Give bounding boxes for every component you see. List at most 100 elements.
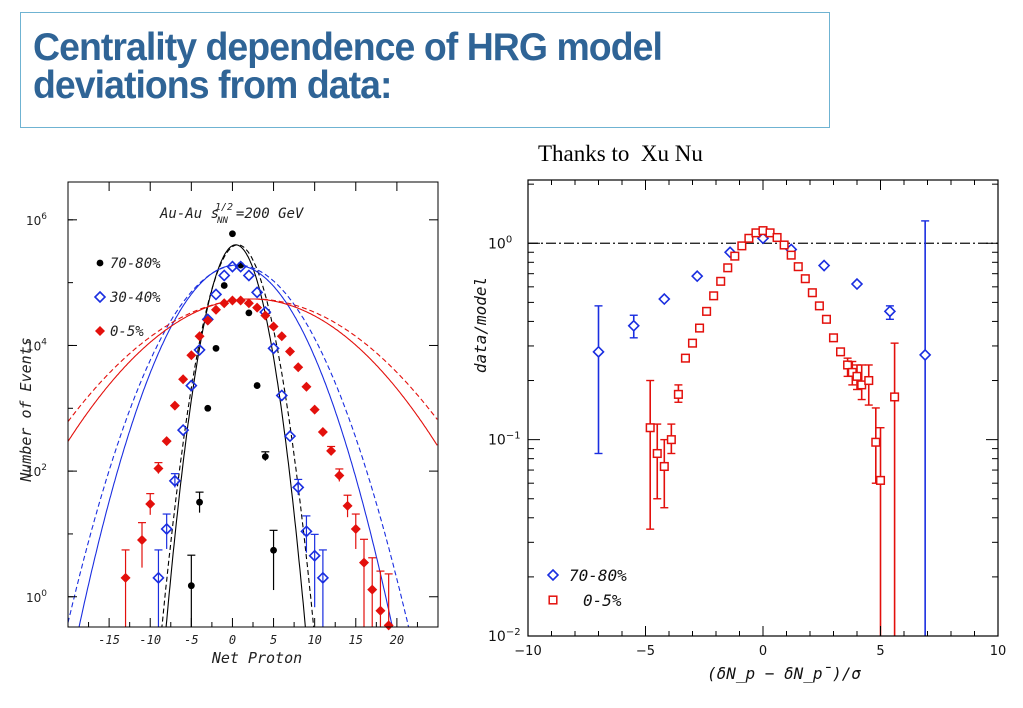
ratio-marker-bg-1-27 xyxy=(836,347,845,356)
data-point-1-16 xyxy=(283,430,297,443)
fit-curve-0-dashed xyxy=(161,244,315,627)
data-points xyxy=(120,230,394,631)
x-tick-label: 0 xyxy=(229,633,236,647)
ratio-point-1-30 xyxy=(852,371,862,381)
ratio-point-1-2 xyxy=(659,461,669,472)
ratio-marker-bg-1-17 xyxy=(766,228,775,237)
ratio-marker-bg-1-21 xyxy=(794,262,803,271)
data-point-2-5 xyxy=(169,400,180,411)
ratio-marker-bg-1-2 xyxy=(660,462,669,471)
ratio-legend-label-1: 0-5% xyxy=(583,591,622,610)
data-point-0-2 xyxy=(204,404,212,412)
data-point-1-14 xyxy=(267,342,280,355)
ratio-legend: 70-80% 0-5% xyxy=(546,566,627,610)
data-point-2-19 xyxy=(285,346,295,357)
data-point-1-15 xyxy=(275,389,288,402)
y-axis-label: Number of Events xyxy=(17,337,35,483)
legend-label-1: 30-40% xyxy=(109,290,161,306)
data-point-2-8 xyxy=(194,331,205,342)
ratio-point-1-12 xyxy=(730,251,740,261)
fit-curve-2-dashed xyxy=(68,298,438,422)
ratio-point-1-28 xyxy=(843,360,853,370)
ratio-marker-bg-1-18 xyxy=(773,233,782,242)
data-point-2-27 xyxy=(350,523,361,534)
data-point-2-4 xyxy=(161,436,172,447)
data-point-2-16 xyxy=(260,310,271,321)
data-point-1-17 xyxy=(292,481,305,494)
x-tick-label: -5 xyxy=(184,633,198,647)
data-point-2-7 xyxy=(186,350,197,361)
ratio-point-1-35 xyxy=(890,392,900,402)
ratio-point-1-26 xyxy=(828,333,839,343)
data-point-1-11 xyxy=(242,269,256,282)
data-point-0-8 xyxy=(253,382,261,389)
ratio-x-tick-label: 5 xyxy=(876,644,884,659)
data-point-0-0 xyxy=(187,582,195,590)
data-point-1-2 xyxy=(168,474,182,487)
ratio-marker-bg-1-3 xyxy=(667,435,676,444)
ratio-point-1-21 xyxy=(793,262,803,272)
data-point-2-18 xyxy=(276,331,287,342)
ratio-marker-bg-1-16 xyxy=(759,226,767,235)
ratio-marker-bg-1-31 xyxy=(857,380,866,389)
y-tick-label: 100 xyxy=(26,589,47,605)
ratio-marker-bg-1-12 xyxy=(730,252,739,261)
data-point-0-5 xyxy=(229,230,236,238)
ratio-marker-bg-1-28 xyxy=(843,360,852,369)
data-point-2-9 xyxy=(202,315,213,326)
data-point-2-17 xyxy=(268,321,279,332)
ratio-legend-marker-0 xyxy=(546,568,560,582)
data-point-0-3 xyxy=(212,344,220,352)
ratio-marker-bg-1-5 xyxy=(681,354,690,363)
data-point-1-7 xyxy=(209,288,223,301)
data-point-1-1 xyxy=(160,522,173,536)
data-point-1-12 xyxy=(250,286,264,299)
ratio-y-tick-label: 10−2 xyxy=(488,627,521,645)
data-point-2-1 xyxy=(137,535,147,546)
ratio-point-1-32 xyxy=(864,375,874,386)
ratio-point-1-10 xyxy=(716,276,726,286)
data-point-0-1 xyxy=(196,498,203,506)
data-point-1-5 xyxy=(193,343,206,357)
ratio-marker-bg-1-14 xyxy=(744,234,753,243)
ratio-point-0-8 xyxy=(850,277,864,291)
ratio-marker-bg-1-9 xyxy=(709,291,718,300)
ratio-marker-bg-1-26 xyxy=(829,333,838,342)
ratio-legend-marker-1 xyxy=(548,595,558,605)
ratio-point-1-17 xyxy=(765,228,775,238)
ratio-axes: −10 −5 0 5 10 10−2 10−1 100 xyxy=(488,179,1007,659)
data-point-2-28 xyxy=(359,557,369,568)
legend-marker-0 xyxy=(96,259,104,267)
ratio-point-1-24 xyxy=(814,301,824,311)
data-point-2-0 xyxy=(120,572,131,583)
ratio-marker-bg-1-24 xyxy=(815,301,824,310)
ratio-point-1-22 xyxy=(800,274,810,284)
ratio-point-1-14 xyxy=(744,233,754,243)
data-point-2-15 xyxy=(252,302,263,313)
ratio-marker-bg-1-6 xyxy=(688,339,697,348)
ratio-x-tick-label: 10 xyxy=(990,644,1007,659)
ratio-marker-bg-1-4 xyxy=(674,390,683,399)
ratio-points xyxy=(592,220,932,636)
ratio-point-0-9 xyxy=(883,305,897,318)
data-point-2-24 xyxy=(326,445,337,456)
ratio-marker-bg-1-20 xyxy=(787,251,796,260)
ratio-marker-bg-1-34 xyxy=(876,476,885,485)
y-tick-label: 106 xyxy=(26,212,47,228)
ratio-marker-bg-1-0 xyxy=(646,423,655,432)
ratio-point-1-9 xyxy=(709,291,719,301)
x-tick-label: 15 xyxy=(349,633,363,647)
data-point-2-6 xyxy=(178,374,189,385)
chart-axes: -15 -10 -5 0 5 10 15 20 100 102 104 106 xyxy=(26,181,439,647)
ratio-y-tick-label: 100 xyxy=(488,234,512,252)
ratio-point-0-1 xyxy=(627,319,640,332)
data-point-2-14 xyxy=(243,298,254,309)
axis-labels: Net Proton Number of Events Au-Au s1/2 NN =2… xyxy=(17,202,305,667)
data-point-2-29 xyxy=(367,584,378,595)
data-point-2-2 xyxy=(145,498,156,509)
data-point-1-20 xyxy=(316,571,330,584)
credit-text: Thanks to Xu Nu xyxy=(538,141,703,166)
ratio-point-0-10 xyxy=(919,348,932,362)
chart-legend: 70-80% 30-40% 0-5% xyxy=(93,256,161,340)
ratio-point-1-4 xyxy=(673,389,683,399)
